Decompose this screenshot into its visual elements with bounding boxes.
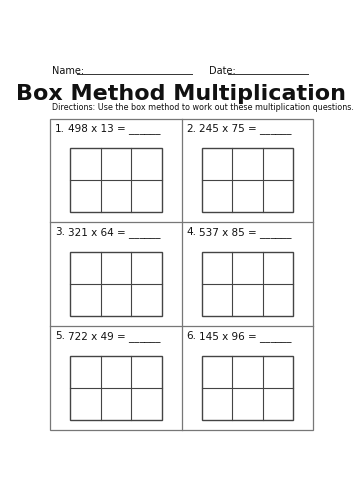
Text: 2.: 2.: [187, 124, 196, 134]
Text: 1.: 1.: [55, 124, 65, 134]
Text: 498 x 13 = ______: 498 x 13 = ______: [68, 123, 160, 134]
Text: 3.: 3.: [55, 228, 65, 237]
Text: 6.: 6.: [187, 332, 196, 342]
Bar: [70, 252, 162, 316]
Text: 4.: 4.: [187, 228, 196, 237]
Text: 722 x 49 = ______: 722 x 49 = ______: [68, 331, 160, 342]
Bar: [201, 148, 293, 212]
Text: Box Method Multiplication: Box Method Multiplication: [16, 84, 347, 104]
Text: Name:: Name:: [52, 66, 84, 76]
Text: 537 x 85 = ______: 537 x 85 = ______: [199, 227, 291, 238]
Text: 145 x 96 = ______: 145 x 96 = ______: [199, 331, 291, 342]
Bar: [70, 356, 162, 420]
Text: 321 x 64 = ______: 321 x 64 = ______: [68, 227, 160, 238]
Bar: [51, 118, 313, 430]
Text: Directions: Use the box method to work out these multiplication questions.: Directions: Use the box method to work o…: [52, 103, 354, 112]
Bar: [201, 252, 293, 316]
Text: 245 x 75 = ______: 245 x 75 = ______: [199, 123, 291, 134]
Text: Date:: Date:: [209, 66, 236, 76]
Bar: [70, 148, 162, 212]
Bar: [201, 356, 293, 420]
Text: 5.: 5.: [55, 332, 65, 342]
